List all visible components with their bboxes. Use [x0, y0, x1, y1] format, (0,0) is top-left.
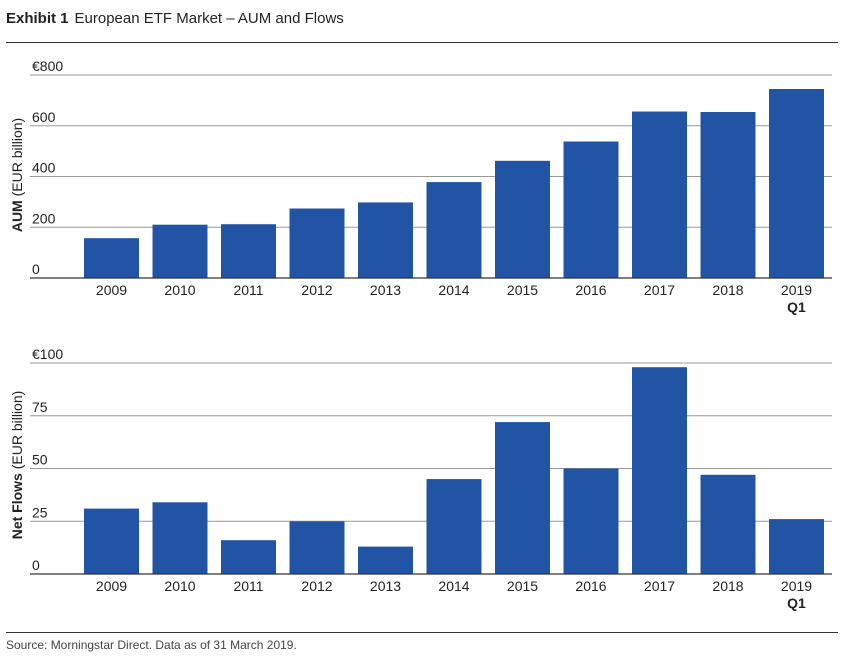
aum-xtick-sublabel: Q1 [787, 299, 806, 315]
aum-bar-2009 [84, 238, 139, 278]
aum-bar-2010 [152, 224, 208, 278]
exhibit-header: Exhibit 1 European ETF Market – AUM and F… [6, 10, 344, 27]
flows-ytick-label: €100 [32, 346, 63, 362]
aum-xtick-label: 2011 [233, 282, 263, 298]
top-rule [6, 42, 838, 43]
flows-ytick-label: 25 [32, 504, 48, 520]
aum-xtick-label: 2010 [164, 282, 195, 298]
aum-xtick-label: 2013 [370, 282, 401, 298]
flows-bar-2017 [632, 367, 687, 574]
flows-ytick-label: 0 [32, 557, 40, 573]
flows-y-axis-label: Net Flows (EUR billion) [9, 391, 25, 540]
flows-bar-2016 [563, 468, 619, 574]
flows-xtick-label: 2014 [438, 578, 469, 594]
aum-bar-2012 [289, 208, 345, 278]
flows-bar-2015 [495, 422, 550, 574]
exhibit-title: European ETF Market – AUM and Flows [74, 10, 344, 27]
aum-ytick-label: 400 [32, 160, 56, 176]
aum-bar-2011 [221, 224, 276, 278]
flows-bar-2011 [221, 540, 276, 574]
aum-xtick-label: 2012 [301, 282, 332, 298]
flows-bar-2014 [426, 479, 482, 574]
aum-xtick-label: 2018 [712, 282, 743, 298]
exhibit-number: Exhibit 1 [6, 10, 69, 27]
source-note: Source: Morningstar Direct. Data as of 3… [6, 638, 297, 652]
aum-xtick-label: 2017 [644, 282, 675, 298]
aum-bar-2019 [769, 89, 824, 278]
flows-xtick-sublabel: Q1 [787, 595, 806, 611]
flows-xtick-label: 2010 [164, 578, 195, 594]
flows-bar-2018 [700, 474, 756, 574]
flows-xtick-label: 2016 [575, 578, 606, 594]
aum-bar-2015 [495, 160, 550, 278]
aum-bar-2016 [563, 141, 619, 278]
aum-bar-2013 [358, 202, 413, 278]
flows-bar-2009 [84, 508, 139, 574]
aum-ytick-label: 600 [32, 109, 56, 125]
flows-ytick-label: 75 [32, 399, 48, 415]
aum-y-axis-label: AUM (EUR billion) [9, 118, 25, 232]
aum-bar-2017 [632, 111, 687, 278]
flows-xtick-label: 2009 [96, 578, 127, 594]
flows-xtick-label: 2017 [644, 578, 675, 594]
flows-bar-2010 [152, 502, 208, 574]
flows-xtick-label: 2013 [370, 578, 401, 594]
flows-bar-2013 [358, 546, 413, 574]
flows-xtick-label: 2012 [301, 578, 332, 594]
aum-ytick-label: 200 [32, 210, 56, 226]
flows-bar-2019 [769, 519, 824, 574]
aum-ytick-label: 0 [32, 261, 40, 277]
aum-xtick-label: 2019 [781, 282, 812, 298]
aum-xtick-label: 2016 [575, 282, 606, 298]
flows-xtick-label: 2015 [507, 578, 538, 594]
aum-ytick-label: €800 [32, 58, 63, 74]
flows-xtick-label: 2018 [712, 578, 743, 594]
aum-xtick-label: 2014 [438, 282, 469, 298]
aum-xtick-label: 2015 [507, 282, 538, 298]
bottom-rule [6, 632, 838, 633]
flows-ytick-label: 50 [32, 452, 48, 468]
aum-xtick-label: 2009 [96, 282, 127, 298]
aum-chart: 0 200 400 600 €800 2009 2010 2011 2012 2013 2014 20… [9, 58, 832, 315]
flows-xtick-label: 2011 [233, 578, 263, 594]
flows-bar-2012 [289, 521, 345, 575]
aum-bar-2014 [426, 182, 482, 278]
net-flows-chart: 0 25 50 75 €100 2009 2010 2011 2012 2013 2014 2015 2… [9, 346, 832, 611]
aum-bar-2018 [700, 112, 756, 278]
flows-xtick-label: 2019 [781, 578, 812, 594]
